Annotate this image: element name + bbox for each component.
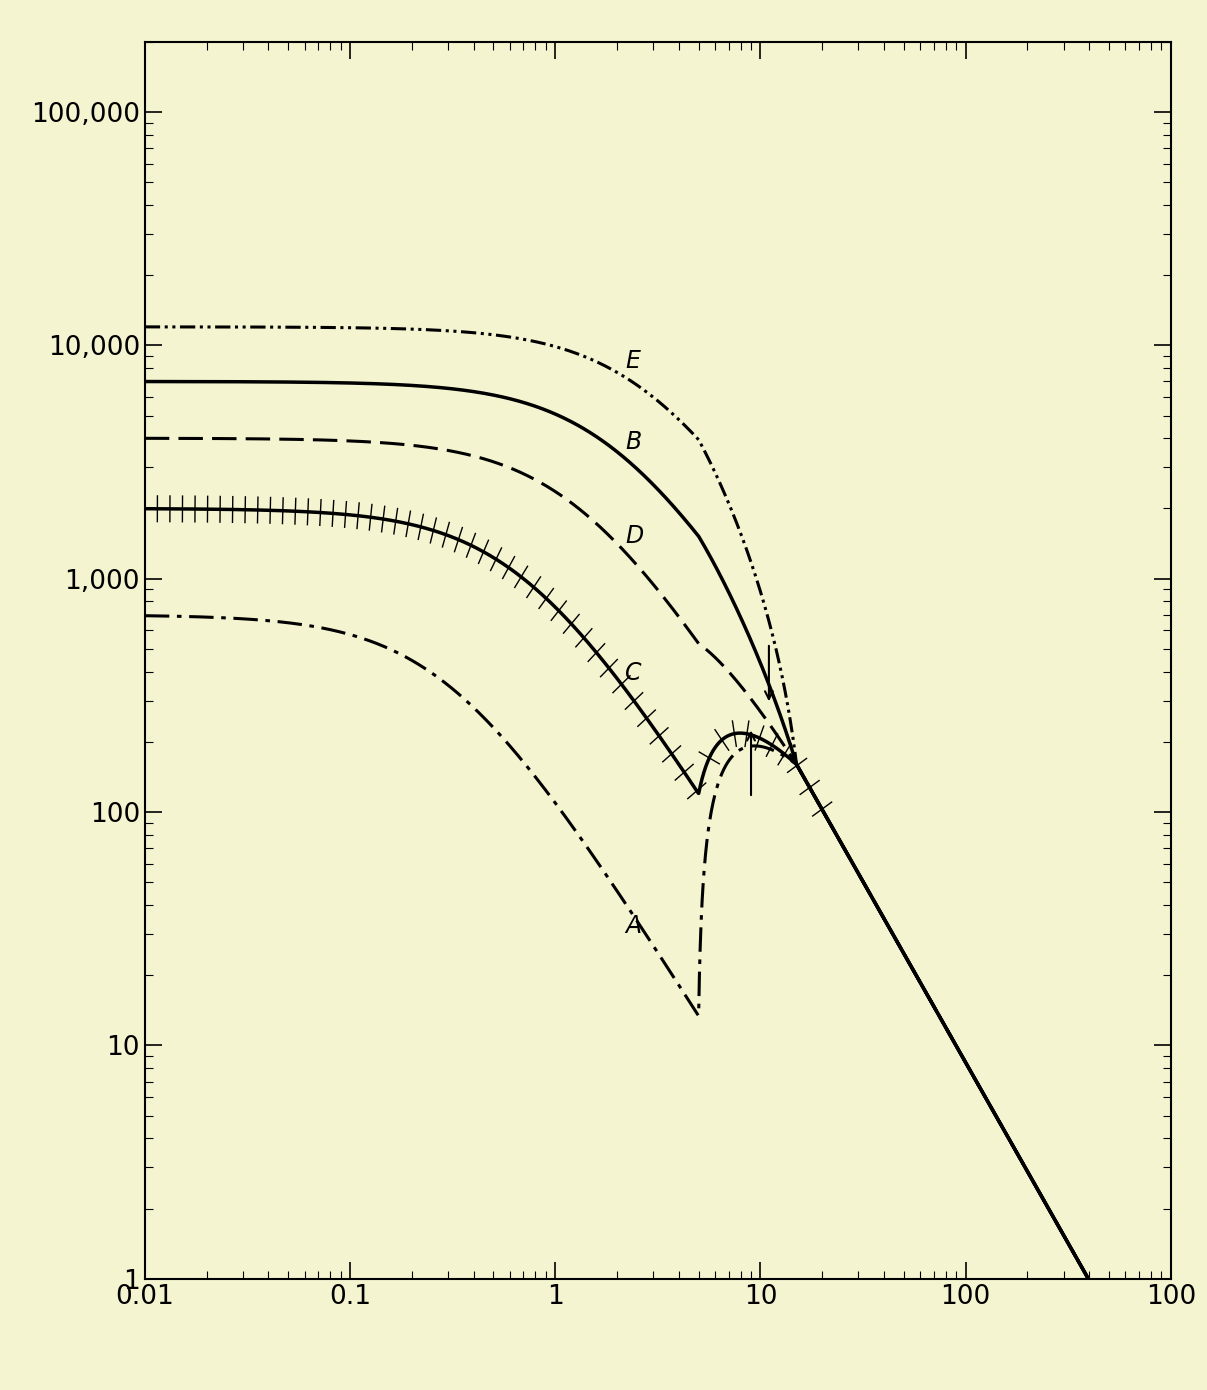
Text: C: C bbox=[625, 660, 642, 684]
Text: E: E bbox=[625, 349, 641, 373]
Text: D: D bbox=[625, 524, 643, 548]
Text: B: B bbox=[625, 430, 642, 453]
Text: A: A bbox=[625, 915, 642, 938]
